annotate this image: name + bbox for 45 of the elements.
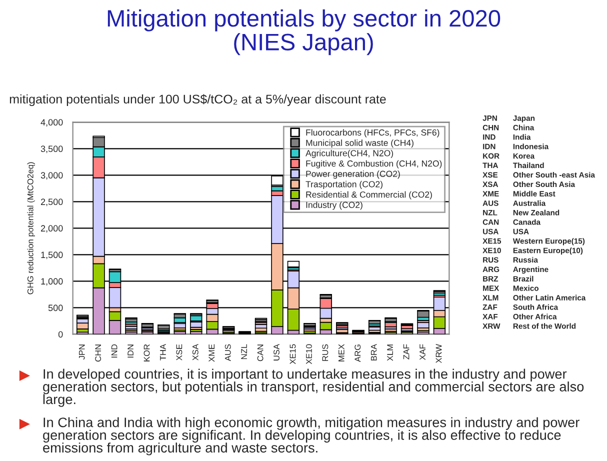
- x-tick-label: XSE: [176, 344, 182, 360]
- y-tick-label: 2,000: [40, 225, 63, 233]
- y-tick-label: 3,000: [40, 172, 63, 180]
- x-tick-label: CHN: [95, 344, 102, 362]
- chart-title: Mitigation potentials by sector in 2020 (NIES Japan): [108, 9, 500, 56]
- x-tick-label: NZL: [241, 344, 247, 360]
- legend-label: Fugitive & Combustion (CH4, N2O): [306, 160, 442, 168]
- x-tick-label: XSA: [192, 344, 198, 360]
- legend-label: Municipal solid waste (CH4): [306, 140, 414, 148]
- y-tick-label: 500: [48, 304, 63, 312]
- x-tick-label: XE10: [306, 344, 312, 364]
- legend-label: Industry (CO2): [306, 202, 362, 210]
- text: In developed countries, it is important to undertake measures in the industry and power generation sectors, but potentials in transport, residential and commercial sectors are also large.: [43, 368, 584, 407]
- y-axis-title: GHG reduction potential (MtCO2eq): [27, 162, 35, 294]
- x-tick-label: AUS: [224, 344, 231, 362]
- x-tick-label: XLM: [387, 344, 393, 361]
- text: In China and India with high economic growth, mitigation measures in industry and power generation sectors are significant. In developing countries, it is also effective to reduce emissions from agriculture and waste sectors.: [43, 417, 580, 456]
- y-tick-label: 1,500: [41, 252, 63, 260]
- legend-label: Residential & Commercial (CO2): [306, 191, 432, 200]
- x-tick-label: RUS: [322, 344, 328, 361]
- x-tick-label: IND: [111, 344, 118, 358]
- y-tick-label: 4,000: [40, 119, 63, 127]
- y-tick-label: 1,000: [41, 278, 63, 286]
- legend-label: Agriculture(CH4, N2O): [306, 150, 394, 158]
- x-tick-label: MEX: [338, 344, 344, 362]
- x-tick-label: XE15: [290, 344, 296, 364]
- y-tick-label: 0: [58, 331, 63, 338]
- legend-label: Trasportation (CO2): [306, 180, 382, 190]
- x-tick-label: KOR: [144, 344, 150, 362]
- y-tick-label: 2,500: [40, 198, 63, 206]
- x-tick-label: XRW: [436, 344, 442, 364]
- x-tick-label: XME: [208, 344, 214, 362]
- chart-subtitle: mitigation potentials under 100 US$/tCO₂ at a 5%/year discount rate: [10, 94, 386, 106]
- legend-label: Power generation (CO2): [306, 170, 400, 179]
- legend-label: Fluorocarbons (HFCs, PFCs, SF6): [306, 129, 440, 138]
- x-tick-label: IDN: [128, 344, 134, 358]
- x-tick-label: JPN: [78, 344, 85, 360]
- x-tick-label: BRA: [370, 344, 377, 360]
- x-tick-label: ARG: [354, 344, 361, 362]
- x-tick-label: CAN: [257, 344, 264, 362]
- y-tick-label: 3,500: [40, 146, 63, 154]
- x-tick-label: XAF: [420, 344, 426, 360]
- x-tick-label: USA: [274, 344, 280, 360]
- x-tick-label: ZAF: [403, 344, 410, 360]
- x-tick-label: THA: [160, 344, 166, 360]
